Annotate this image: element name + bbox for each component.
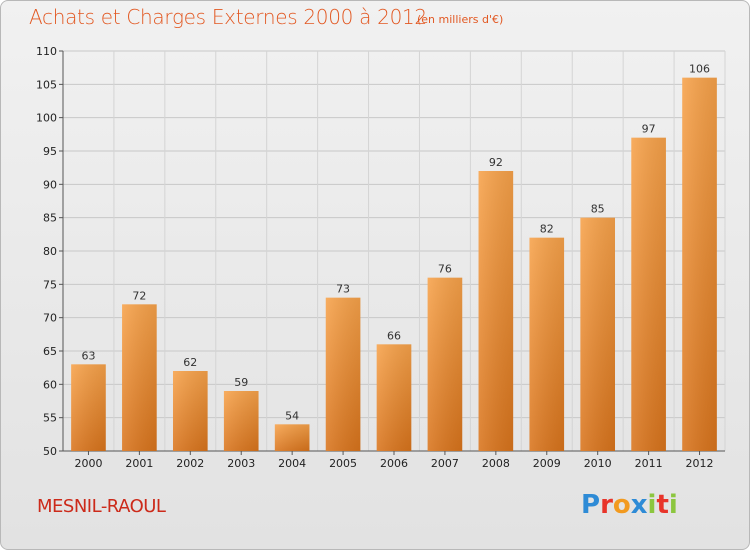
y-tick-label: 100: [36, 112, 57, 125]
bar-value-label: 92: [489, 156, 503, 169]
y-tick-label: 85: [43, 212, 57, 225]
brand-letter: x: [630, 490, 648, 520]
bar-shade: [631, 137, 666, 451]
bar-shade: [122, 304, 157, 451]
bar-shade: [325, 297, 361, 451]
bar-shade: [478, 171, 514, 451]
bar-shade: [172, 371, 208, 451]
bar-value-label: 54: [285, 409, 299, 422]
y-tick-label: 55: [43, 412, 57, 425]
proxiti-logo[interactable]: Proxiti: [581, 490, 678, 520]
bar-shade: [580, 217, 616, 451]
y-tick-label: 105: [36, 78, 57, 91]
bar-shade: [529, 237, 565, 451]
bar-shade: [274, 424, 310, 451]
x-tick-label: 2011: [635, 457, 663, 470]
bar-value-label: 59: [234, 376, 248, 389]
x-tick-label: 2007: [431, 457, 459, 470]
bar-value-label: 73: [336, 283, 350, 296]
x-tick-label: 2010: [584, 457, 612, 470]
x-tick-label: 2004: [278, 457, 306, 470]
x-tick-label: 2008: [482, 457, 510, 470]
bar-shade: [223, 391, 259, 451]
brand-letter: i: [647, 490, 657, 520]
y-tick-label: 65: [43, 345, 57, 358]
y-tick-label: 80: [43, 245, 57, 258]
y-tick-label: 50: [43, 445, 57, 458]
bar-value-label: 76: [438, 263, 452, 276]
x-tick-label: 2000: [74, 457, 102, 470]
bar-value-label: 72: [132, 289, 146, 302]
bar-value-label: 97: [642, 123, 656, 136]
bar-shade: [682, 77, 717, 452]
y-tick-label: 95: [43, 145, 57, 158]
x-tick-label: 2005: [329, 457, 357, 470]
y-tick-label: 60: [43, 378, 57, 391]
bar-value-label: 85: [591, 203, 605, 216]
brand-letter: o: [612, 490, 631, 520]
brand-letter: i: [668, 490, 678, 520]
bar-value-label: 63: [81, 349, 95, 362]
bar-value-label: 66: [387, 329, 401, 342]
bar-shade: [71, 364, 106, 451]
x-tick-label: 2012: [686, 457, 714, 470]
bars: [71, 77, 717, 452]
chart-subtitle: (en milliers d'€): [417, 13, 504, 26]
brand-letter: r: [600, 490, 613, 520]
y-tick-label: 90: [43, 178, 57, 191]
y-tick-label: 70: [43, 312, 57, 325]
x-tick-label: 2002: [176, 457, 204, 470]
chart-title: Achats et Charges Externes 2000 à 2012: [29, 5, 427, 29]
x-tick-label: 2003: [227, 457, 255, 470]
brand-letter: t: [656, 490, 669, 520]
bar-value-label: 62: [183, 356, 197, 369]
bar-value-label: 106: [689, 63, 710, 76]
labels: 50 55 60 65 70 75 80 85 90 95 100 105 110 63 2000 72 200…: [36, 45, 714, 470]
y-tick-label: 75: [43, 278, 57, 291]
bar-shade: [376, 344, 412, 451]
y-tick-label: 110: [36, 45, 57, 58]
bar-value-label: 82: [540, 223, 554, 236]
x-tick-label: 2009: [533, 457, 561, 470]
bar-shade: [427, 277, 463, 451]
commune-name: MESNIL-RAOUL: [37, 496, 166, 517]
x-tick-label: 2001: [125, 457, 153, 470]
x-tick-label: 2006: [380, 457, 408, 470]
brand-letter: P: [581, 490, 601, 520]
